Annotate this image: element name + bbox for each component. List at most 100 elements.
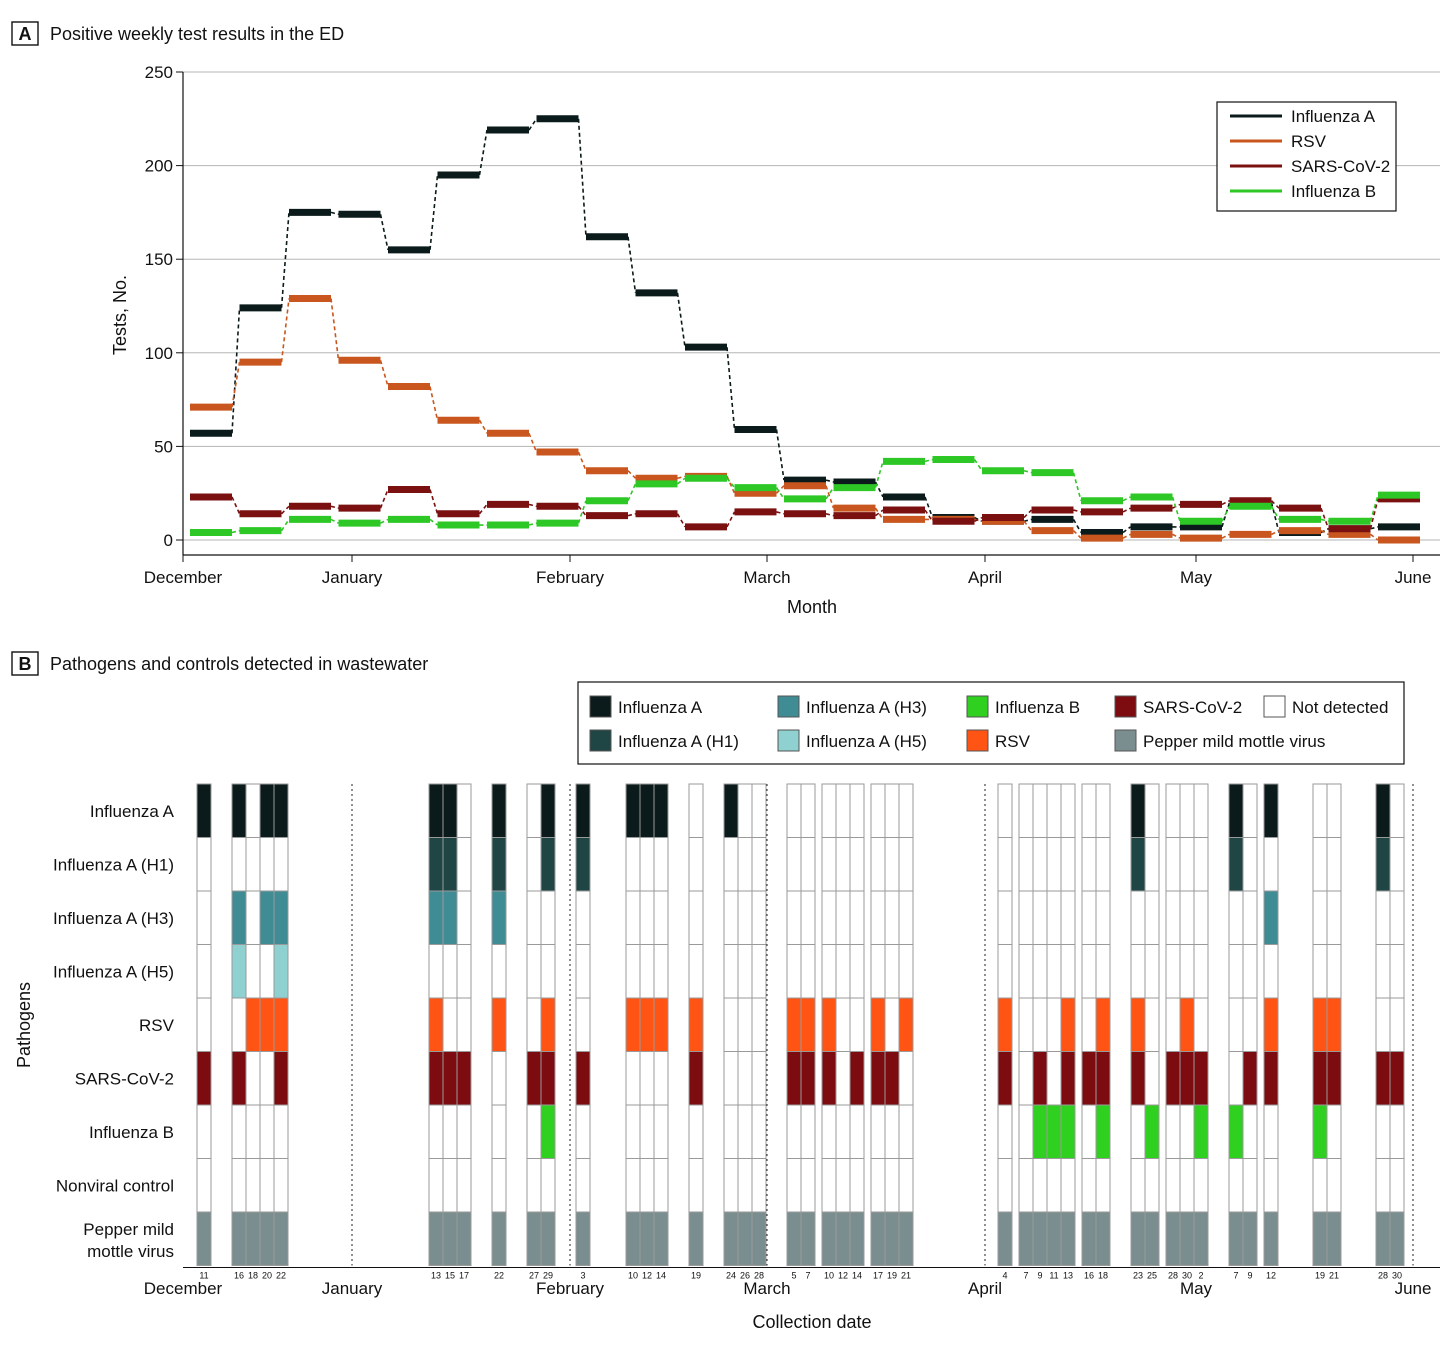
cell-not-detected — [428, 1104, 444, 1159]
cell-not-detected — [1263, 1104, 1279, 1159]
cell-not-detected — [456, 997, 472, 1052]
cell-not-detected — [737, 1158, 753, 1213]
cell-detected-pmmv — [737, 1211, 753, 1266]
cell-detected-pmmv — [1312, 1211, 1328, 1266]
cell-detected-ia — [1375, 783, 1391, 838]
cell-not-detected — [196, 1104, 212, 1159]
panel-b-month-label: February — [536, 1279, 605, 1298]
sample-column: 7 — [1018, 783, 1034, 1281]
series-connector — [528, 522, 537, 526]
cell-not-detected — [1046, 783, 1062, 838]
cell-detected-ia — [231, 783, 247, 838]
date-tick-label: 19 — [887, 1271, 897, 1281]
date-tick-label: 20 — [262, 1271, 272, 1281]
series-connector — [1221, 499, 1230, 506]
sample-column: 22 — [491, 783, 507, 1281]
date-tick-label: 4 — [1002, 1271, 1007, 1281]
cell-not-detected — [273, 837, 289, 892]
cell-not-detected — [1130, 944, 1146, 999]
series-connector — [330, 211, 339, 216]
row-label: Influenza B — [89, 1123, 174, 1142]
series-connector — [528, 432, 538, 453]
date-tick-label: 19 — [1315, 1271, 1325, 1281]
cell-not-detected — [898, 1158, 914, 1213]
cell-detected-pmmv — [196, 1211, 212, 1266]
cell-not-detected — [1326, 837, 1342, 892]
cell-not-detected — [821, 1158, 837, 1213]
cell-not-detected — [1095, 837, 1111, 892]
row-label: Nonviral control — [56, 1176, 174, 1195]
sample-column: 5 — [786, 783, 802, 1281]
cell-detected-rsv — [259, 997, 275, 1052]
cell-not-detected — [800, 890, 816, 945]
cell-detected-rsv — [245, 997, 261, 1052]
cell-not-detected — [723, 944, 739, 999]
cell-not-detected — [1032, 944, 1048, 999]
sample-column: 12 — [835, 783, 851, 1281]
cell-not-detected — [737, 1051, 753, 1106]
date-tick-label: 9 — [1037, 1271, 1042, 1281]
cell-not-detected — [1060, 1158, 1076, 1213]
cell-detected-sars — [1165, 1051, 1181, 1106]
cell-not-detected — [751, 1051, 767, 1106]
series-connector — [379, 360, 389, 387]
cell-not-detected — [1130, 890, 1146, 945]
cell-not-detected — [245, 783, 261, 838]
cell-not-detected — [884, 1158, 900, 1213]
cell-detected-ia — [625, 783, 641, 838]
sample-column: 15 — [442, 783, 458, 1281]
sample-column: 11 — [196, 783, 212, 1281]
cell-not-detected — [1060, 783, 1076, 838]
series-connector — [577, 451, 587, 472]
cell-not-detected — [653, 1051, 669, 1106]
date-tick-label: 2 — [1198, 1271, 1203, 1281]
cell-not-detected — [1046, 997, 1062, 1052]
cell-not-detected — [870, 783, 886, 838]
series-connector — [1320, 507, 1330, 530]
cell-not-detected — [1389, 944, 1405, 999]
cell-not-detected — [884, 1104, 900, 1159]
cell-detected-rsv — [800, 997, 816, 1052]
series-connector — [280, 298, 290, 363]
legend-b-label: Influenza A (H5) — [806, 732, 927, 751]
cell-detected-h3 — [428, 890, 444, 945]
cell-detected-rsv — [428, 997, 444, 1052]
series-connector — [627, 236, 637, 294]
panel-b-xlabel: Collection date — [752, 1312, 871, 1332]
cell-not-detected — [1046, 890, 1062, 945]
cell-not-detected — [491, 944, 507, 999]
cell-not-detected — [196, 997, 212, 1052]
cell-not-detected — [1263, 1158, 1279, 1213]
cell-detected-sars — [456, 1051, 472, 1106]
cell-detected-sars — [1193, 1051, 1209, 1106]
cell-not-detected — [526, 783, 542, 838]
series-connector — [478, 419, 488, 434]
legend-b-swatch-not-detected — [1263, 695, 1286, 718]
cell-not-detected — [1375, 890, 1391, 945]
row-label: Influenza A (H3) — [53, 909, 174, 928]
cell-not-detected — [1046, 837, 1062, 892]
cell-detected-sars — [1130, 1051, 1146, 1106]
cell-not-detected — [639, 1051, 655, 1106]
series-connector — [627, 470, 637, 479]
cell-not-detected — [997, 837, 1013, 892]
cell-detected-pmmv — [849, 1211, 865, 1266]
cell-detected-rsv — [491, 997, 507, 1052]
cell-detected-pmmv — [1018, 1211, 1034, 1266]
sample-column: 11 — [1046, 783, 1062, 1281]
cell-detected-h1 — [491, 837, 507, 892]
cell-not-detected — [898, 837, 914, 892]
legend-b-label: Not detected — [1292, 698, 1388, 717]
series-connector — [1370, 533, 1379, 541]
series-connector — [726, 347, 736, 430]
cell-detected-rsv — [1263, 997, 1279, 1052]
cell-detected-flub — [540, 1104, 556, 1159]
cell-not-detected — [1389, 890, 1405, 945]
cell-detected-h1 — [1375, 837, 1391, 892]
cell-detected-pmmv — [870, 1211, 886, 1266]
date-tick-label: 28 — [1168, 1271, 1178, 1281]
cell-not-detected — [1312, 837, 1328, 892]
date-tick-label: 21 — [1329, 1271, 1339, 1281]
cell-detected-pmmv — [1179, 1211, 1195, 1266]
